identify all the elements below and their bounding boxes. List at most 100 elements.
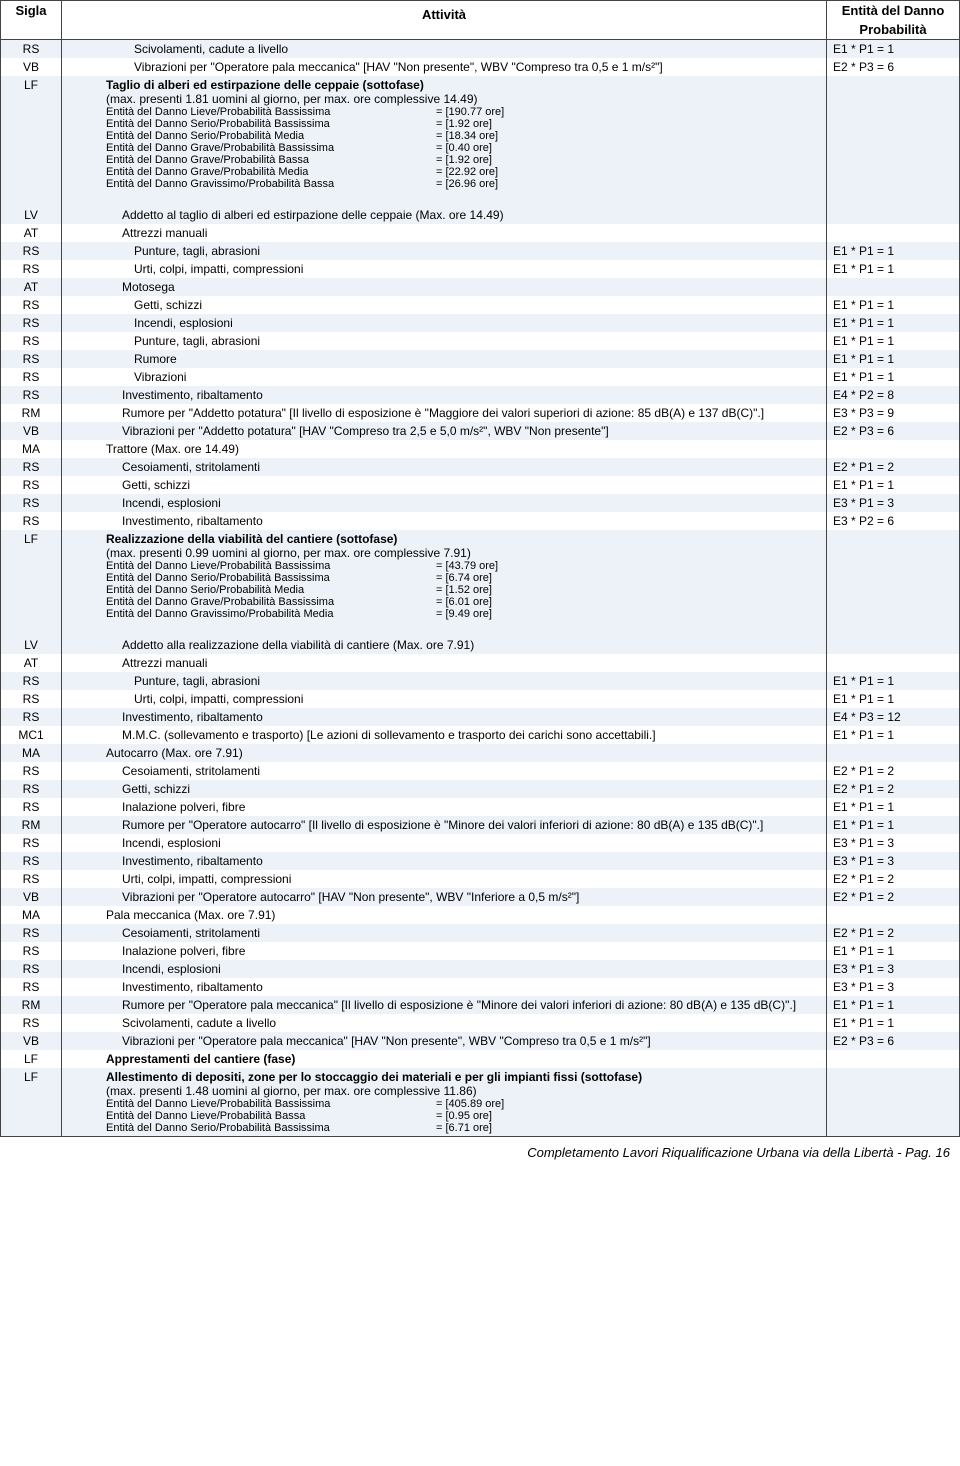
sigla-cell: LF: [1, 1050, 62, 1068]
sigla-cell: RS: [1, 870, 62, 888]
table-row: LF Taglio di alberi ed estirpazione delle…: [1, 76, 960, 206]
sigla-cell: RS: [1, 476, 62, 494]
sigla-cell: VB: [1, 422, 62, 440]
sigla-cell: RS: [1, 350, 62, 368]
risk-cell: E3 * P1 = 3: [827, 494, 960, 512]
table-row: RMRumore per "Addetto potatura" [Il live…: [1, 404, 960, 422]
risk-cell: E3 * P2 = 6: [827, 512, 960, 530]
table-row: RSGetti, schizziE1 * P1 = 1: [1, 296, 960, 314]
activity-cell: Investimento, ribaltamento: [62, 512, 827, 530]
risk-cell: E1 * P1 = 1: [827, 350, 960, 368]
risk-cell: E2 * P3 = 6: [827, 1032, 960, 1050]
lf-value: = [1.92 ore]: [436, 118, 492, 130]
sigla-cell: VB: [1, 888, 62, 906]
activity-cell: Rumore per "Operatore pala meccanica" [I…: [62, 996, 827, 1014]
lf-title: Taglio di alberi ed estirpazione delle c…: [106, 78, 822, 92]
sigla-cell: RS: [1, 852, 62, 870]
lf-value: = [43.79 ore]: [436, 560, 498, 572]
activity-cell: Investimento, ribaltamento: [62, 386, 827, 404]
sigla-cell: LF: [1, 76, 62, 206]
risk-cell: E1 * P1 = 1: [827, 242, 960, 260]
risk-cell: E1 * P1 = 1: [827, 314, 960, 332]
table-row: RSPunture, tagli, abrasioniE1 * P1 = 1: [1, 242, 960, 260]
hdr-ent: Entità del Danno: [827, 1, 960, 21]
lf-label: Entità del Danno Gravissimo/Probabilità …: [106, 608, 436, 620]
risk-cell: E1 * P1 = 1: [827, 40, 960, 59]
table-row: VBVibrazioni per "Addetto potatura" [HAV…: [1, 422, 960, 440]
table-row: RSGetti, schizziE1 * P1 = 1: [1, 476, 960, 494]
risk-cell: E1 * P1 = 1: [827, 476, 960, 494]
sigla-cell: RS: [1, 332, 62, 350]
sigla-cell: AT: [1, 224, 62, 242]
activity-cell: Urti, colpi, impatti, compressioni: [62, 690, 827, 708]
table-row: MATrattore (Max. ore 14.49): [1, 440, 960, 458]
hdr-sigla: Sigla: [1, 1, 62, 40]
risk-cell: E3 * P1 = 3: [827, 978, 960, 996]
risk-cell: E3 * P1 = 3: [827, 834, 960, 852]
lf-label: Entità del Danno Serio/Probabilità Media: [106, 130, 436, 142]
risk-cell: E2 * P1 = 2: [827, 888, 960, 906]
lf-value: = [1.52 ore]: [436, 584, 492, 596]
table-row: RSRumoreE1 * P1 = 1: [1, 350, 960, 368]
activity-cell: Inalazione polveri, fibre: [62, 798, 827, 816]
activity-cell: Attrezzi manuali: [62, 224, 827, 242]
sigla-cell: RS: [1, 960, 62, 978]
table-row: VBVibrazioni per "Operatore autocarro" […: [1, 888, 960, 906]
risk-cell: E1 * P1 = 1: [827, 996, 960, 1014]
activity-cell: Investimento, ribaltamento: [62, 978, 827, 996]
table-row: RSCesoiamenti, stritolamentiE2 * P1 = 2: [1, 924, 960, 942]
table-row: RSGetti, schizziE2 * P1 = 2: [1, 780, 960, 798]
lf-sub: (max. presenti 1.48 uomini al giorno, pe…: [106, 1084, 822, 1098]
activity-cell: Inalazione polveri, fibre: [62, 942, 827, 960]
risk-cell: E3 * P1 = 3: [827, 960, 960, 978]
table-row: RSUrti, colpi, impatti, compressioniE1 *…: [1, 260, 960, 278]
sigla-cell: RS: [1, 512, 62, 530]
sigla-cell: AT: [1, 654, 62, 672]
sigla-cell: RS: [1, 780, 62, 798]
lf-value: = [6.01 ore]: [436, 596, 492, 608]
activity-cell: Rumore per "Addetto potatura" [Il livell…: [62, 404, 827, 422]
activity-cell: Apprestamenti del cantiere (fase): [62, 1050, 827, 1068]
table-row: ATMotosega: [1, 278, 960, 296]
sigla-cell: RS: [1, 494, 62, 512]
table-row: RSCesoiamenti, stritolamentiE2 * P1 = 2: [1, 762, 960, 780]
activity-cell: Allestimento di depositi, zone per lo st…: [62, 1068, 827, 1136]
sigla-cell: RM: [1, 996, 62, 1014]
risk-cell: E2 * P1 = 2: [827, 458, 960, 476]
table-row: RSCesoiamenti, stritolamentiE2 * P1 = 2: [1, 458, 960, 476]
risk-cell: [827, 440, 960, 458]
table-row: LFApprestamenti del cantiere (fase): [1, 1050, 960, 1068]
risk-cell: E1 * P1 = 1: [827, 672, 960, 690]
lf-label: Entità del Danno Grave/Probabilità Bassi…: [106, 142, 436, 154]
sigla-cell: VB: [1, 1032, 62, 1050]
lf-value: = [190.77 ore]: [436, 106, 504, 118]
risk-cell: E2 * P3 = 6: [827, 422, 960, 440]
lf-label: Entità del Danno Serio/Probabilità Media: [106, 584, 436, 596]
activity-cell: Punture, tagli, abrasioni: [62, 242, 827, 260]
table-row: RSVibrazioniE1 * P1 = 1: [1, 368, 960, 386]
activity-cell: Urti, colpi, impatti, compressioni: [62, 870, 827, 888]
risk-cell: E4 * P2 = 8: [827, 386, 960, 404]
hdr-prob: Probabilità: [827, 20, 960, 40]
activity-cell: Getti, schizzi: [62, 476, 827, 494]
sigla-cell: RS: [1, 314, 62, 332]
lf-title: Realizzazione della viabilità del cantie…: [106, 532, 822, 546]
activity-cell: Rumore per "Operatore autocarro" [Il liv…: [62, 816, 827, 834]
lf-label: Entità del Danno Lieve/Probabilità Bassi…: [106, 560, 436, 572]
lf-label: Entità del Danno Grave/Probabilità Bassa: [106, 154, 436, 166]
activity-cell: Incendi, esplosioni: [62, 960, 827, 978]
activity-cell: Realizzazione della viabilità del cantie…: [62, 530, 827, 636]
risk-cell: E1 * P1 = 1: [827, 260, 960, 278]
activity-cell: Cesoiamenti, stritolamenti: [62, 762, 827, 780]
risk-cell: [827, 278, 960, 296]
footer-text: Completamento Lavori Riqualificazione Ur…: [527, 1145, 932, 1160]
table-row: LFRealizzazione della viabilità del cant…: [1, 530, 960, 636]
risk-cell: E1 * P1 = 1: [827, 726, 960, 744]
activity-cell: Addetto alla realizzazione della viabili…: [62, 636, 827, 654]
table-row: RSIncendi, esplosioniE3 * P1 = 3: [1, 494, 960, 512]
activity-cell: Investimento, ribaltamento: [62, 852, 827, 870]
lf-label: Entità del Danno Grave/Probabilità Media: [106, 166, 436, 178]
activity-cell: Punture, tagli, abrasioni: [62, 332, 827, 350]
lf-value: = [0.40 ore]: [436, 142, 492, 154]
risk-cell: E1 * P1 = 1: [827, 816, 960, 834]
